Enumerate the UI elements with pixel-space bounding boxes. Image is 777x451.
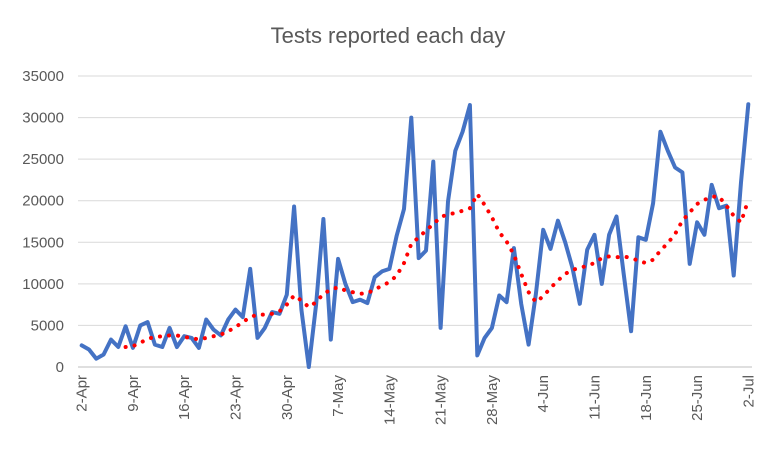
x-tick-label: 28-May [484,375,501,426]
y-tick-label: 5000 [31,317,64,334]
x-tick-label: 16-Apr [176,375,193,420]
x-axis-ticks: 2-Apr 9-Apr 16-Apr 23-Apr 30-Apr 7-May 14-May 2… [74,375,758,426]
x-tick-label: 9-Apr [125,375,142,412]
y-tick-label: 20000 [22,193,64,210]
daily-tests-line [79,102,751,369]
x-tick-label: 14-May [381,375,398,426]
y-tick-label: 30000 [22,110,64,127]
x-tick-label: 4-Jun [535,375,552,413]
y-axis-ticks: 0 5000 10000 15000 20000 25000 30000 35000 [22,68,64,376]
x-tick-label: 21-May [433,375,450,426]
x-tick-label: 11-Jun [586,375,603,420]
y-tick-label: 0 [56,359,64,376]
y-tick-label: 15000 [22,234,64,251]
x-tick-label: 30-Apr [279,375,296,420]
x-tick-label: 25-Jun [689,375,706,421]
x-tick-label: 2-Apr [74,375,91,412]
x-tick-label: 7-May [330,375,347,417]
y-tick-label: 10000 [22,276,64,293]
chart-title: Tests reported each day [271,23,506,48]
y-tick-label: 35000 [22,68,64,85]
moving-average-line [123,190,751,349]
x-tick-label: 18-Jun [638,375,655,421]
x-tick-label: 23-Apr [228,375,245,420]
x-tick-label: 2-Jul [740,375,757,408]
y-tick-label: 25000 [22,151,64,168]
series-group [79,102,751,369]
